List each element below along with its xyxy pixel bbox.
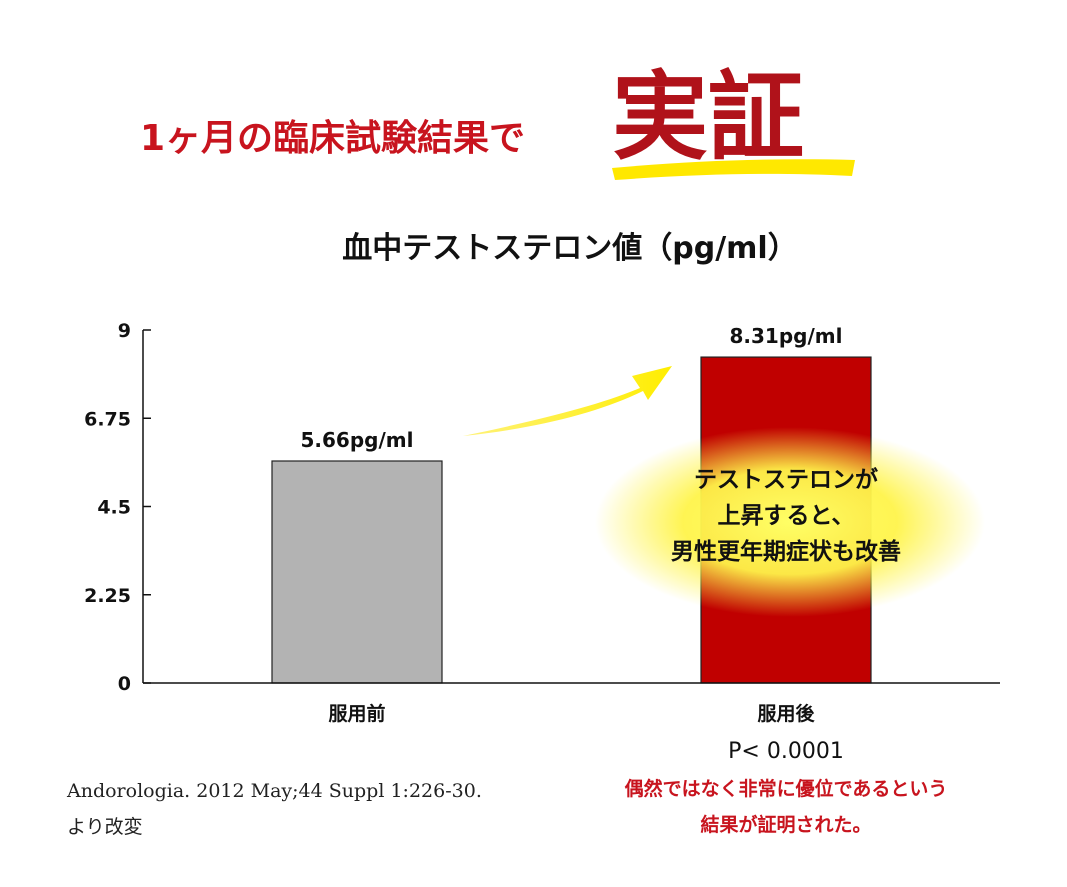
- source: Andorologia. 2012 May;44 Suppl 1:226-30.: [66, 780, 482, 802]
- y-tick-label: 2.25: [84, 585, 131, 607]
- headline-lead: 1ヶ月の臨床試験結果で: [140, 118, 525, 159]
- value-label: 5.66pg/ml: [301, 428, 414, 452]
- value-label: 8.31pg/ml: [730, 324, 843, 348]
- glow: [595, 427, 985, 617]
- note: 偶然ではなく非常に優位であるという: [625, 777, 948, 800]
- note: 結果が証明された。: [700, 813, 871, 836]
- y-tick-label: 6.75: [84, 408, 131, 430]
- annotation: 上昇すると、: [717, 503, 854, 529]
- annotation: テストステロンが: [694, 466, 878, 493]
- headline-emphasis: 実証: [612, 60, 804, 173]
- underline-brush: [612, 159, 855, 180]
- y-tick-label: 4.5: [97, 497, 131, 519]
- p-value: P< 0.0001: [728, 739, 844, 764]
- annotation: 男性更年期症状も改善: [671, 538, 901, 565]
- y-tick-label: 0: [118, 673, 131, 695]
- bar: [271, 460, 443, 684]
- x-tick-label: 服用前: [328, 702, 385, 725]
- chart-title: 血中テストステロン値（pg/ml）: [342, 231, 797, 266]
- x-tick-label: 服用後: [757, 702, 815, 725]
- source: より改変: [67, 816, 143, 838]
- y-tick-label: 9: [118, 320, 131, 342]
- arrow: [463, 366, 672, 436]
